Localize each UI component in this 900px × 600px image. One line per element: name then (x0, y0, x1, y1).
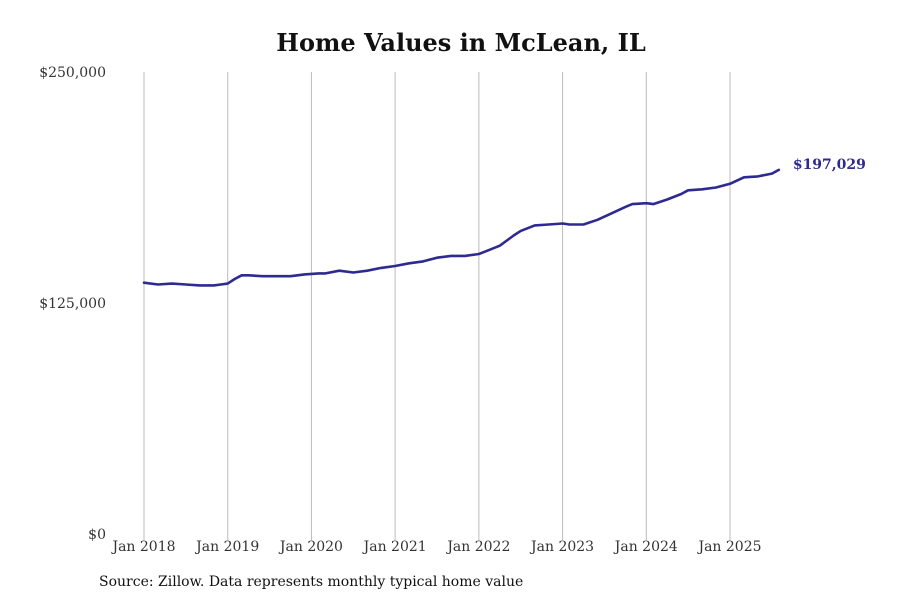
y-tick-label: $250,000 (39, 65, 106, 81)
data-point (227, 282, 229, 284)
x-tick-label: Jan 2023 (529, 539, 594, 555)
data-point (729, 183, 731, 185)
data-point (666, 198, 668, 200)
data-point (303, 273, 305, 275)
y-axis-ticks: $0 $125,000 $250,000 (39, 65, 106, 543)
data-point (199, 284, 201, 286)
data-point (771, 172, 773, 174)
data-point (289, 275, 291, 277)
data-point (352, 271, 354, 273)
data-point (422, 260, 424, 262)
data-point (547, 223, 549, 225)
data-point (743, 176, 745, 178)
source-note: Source: Zillow. Data represents monthly … (99, 574, 524, 590)
series-line (142, 168, 781, 287)
data-point (366, 269, 368, 271)
data-point (582, 223, 584, 225)
end-value-label: $197,029 (793, 157, 866, 173)
x-tick-label: Jan 2020 (278, 539, 343, 555)
data-point (520, 230, 522, 232)
data-point (464, 255, 466, 257)
x-tick-label: Jan 2018 (110, 539, 175, 555)
data-point (568, 223, 570, 225)
x-tick-label: Jan 2024 (613, 539, 678, 555)
data-point (610, 212, 612, 214)
y-tick-label: $0 (88, 527, 106, 543)
data-point (631, 203, 633, 205)
data-point (778, 169, 780, 171)
data-point (533, 224, 535, 226)
data-point (324, 272, 326, 274)
data-point (485, 250, 487, 252)
data-point (185, 283, 187, 285)
x-axis-ticks: Jan 2018 Jan 2019 Jan 2020 Jan 2021 Jan 2022… (110, 539, 761, 555)
data-point (478, 253, 480, 255)
data-point (408, 262, 410, 264)
data-point (275, 275, 277, 277)
data-point (394, 265, 396, 267)
data-point (645, 202, 647, 204)
data-point (715, 186, 717, 188)
data-point (143, 281, 145, 283)
data-point (220, 283, 222, 285)
x-tick-label: Jan 2025 (696, 539, 761, 555)
data-point (652, 203, 654, 205)
data-point (157, 283, 159, 285)
data-point (436, 257, 438, 259)
data-point (443, 256, 445, 258)
data-point (247, 274, 249, 276)
data-point (701, 188, 703, 190)
x-tick-label: Jan 2022 (445, 539, 510, 555)
data-point (171, 282, 173, 284)
x-tick-label: Jan 2019 (194, 539, 259, 555)
data-point (499, 245, 501, 247)
series-layer: $197,029 (142, 157, 866, 287)
y-tick-label: $125,000 (39, 296, 106, 312)
data-point (624, 206, 626, 208)
x-tick-label: Jan 2021 (362, 539, 427, 555)
data-point (687, 189, 689, 191)
data-point (338, 269, 340, 271)
data-point (561, 222, 563, 224)
gridlines (143, 72, 731, 540)
data-point (233, 278, 235, 280)
data-point (450, 255, 452, 257)
data-point (380, 267, 382, 269)
data-point (240, 274, 242, 276)
data-point (317, 272, 319, 274)
chart-title: Home Values in McLean, IL (276, 28, 646, 57)
data-point (680, 193, 682, 195)
data-point (596, 219, 598, 221)
data-point (261, 275, 263, 277)
data-point (513, 234, 515, 236)
data-point (213, 284, 215, 286)
data-point (757, 175, 759, 177)
